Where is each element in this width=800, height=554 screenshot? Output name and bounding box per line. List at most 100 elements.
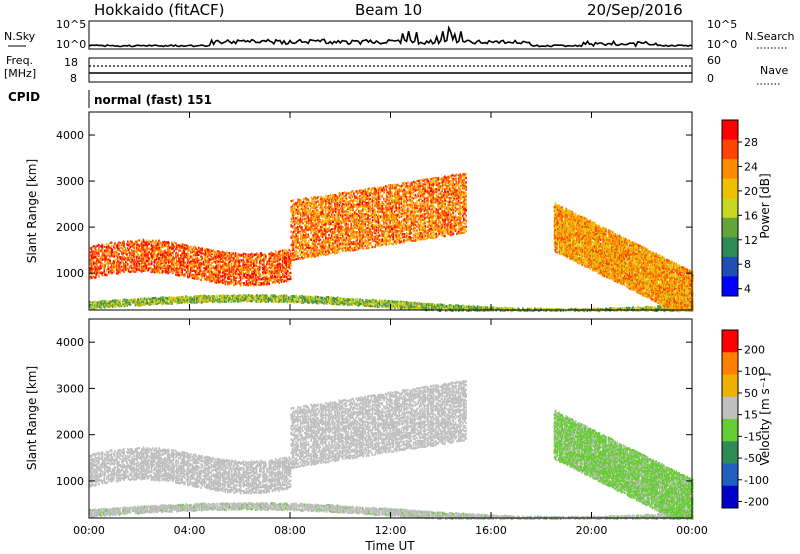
power-cell bbox=[406, 222, 408, 224]
power-cell bbox=[395, 192, 397, 194]
power-cell bbox=[330, 252, 332, 254]
power-cell bbox=[306, 250, 308, 252]
power-cell bbox=[346, 223, 348, 225]
power-cell bbox=[116, 263, 118, 265]
power-cell bbox=[243, 282, 245, 284]
power-cell bbox=[380, 189, 382, 191]
power-cell bbox=[338, 216, 340, 218]
power-cell bbox=[141, 264, 143, 266]
power-cell bbox=[403, 223, 405, 225]
power-cell bbox=[139, 260, 141, 262]
power-cell bbox=[359, 192, 361, 194]
power-cell bbox=[372, 197, 374, 199]
power-cell bbox=[336, 209, 338, 211]
power-cell bbox=[392, 208, 394, 210]
power-cell bbox=[398, 230, 400, 232]
power-cell bbox=[295, 233, 297, 235]
power-cell bbox=[388, 239, 390, 241]
power-cell bbox=[359, 223, 361, 225]
power-cell bbox=[352, 195, 354, 197]
power-cell bbox=[294, 207, 296, 209]
power-cell bbox=[122, 248, 124, 250]
power-cell bbox=[390, 184, 392, 186]
power-cell bbox=[411, 204, 413, 206]
power-cell bbox=[288, 267, 290, 269]
power-cell bbox=[411, 197, 413, 199]
power-cell bbox=[413, 194, 415, 196]
power-cell bbox=[317, 200, 319, 202]
power-cell bbox=[407, 213, 409, 215]
power-cell bbox=[346, 213, 348, 215]
power-cell bbox=[373, 197, 375, 199]
power-cell bbox=[294, 203, 296, 205]
power-cell bbox=[321, 230, 323, 232]
power-cell bbox=[397, 189, 399, 191]
power-cell bbox=[295, 202, 297, 204]
power-cell bbox=[329, 202, 331, 204]
power-cell bbox=[108, 244, 110, 246]
power-cell bbox=[353, 193, 355, 195]
power-cell bbox=[209, 276, 211, 278]
power-cell bbox=[325, 232, 327, 234]
power-cell bbox=[114, 256, 116, 258]
power-cell bbox=[180, 264, 182, 266]
power-cell bbox=[208, 265, 210, 267]
power-cell bbox=[102, 274, 104, 276]
power-cell bbox=[269, 258, 271, 260]
noise-right-tick-bottom: 10^0 bbox=[707, 38, 737, 51]
power-cell bbox=[290, 253, 292, 255]
power-cell bbox=[168, 242, 170, 244]
power-cell bbox=[139, 256, 141, 258]
power-cell bbox=[302, 218, 304, 220]
power-cell bbox=[93, 268, 95, 270]
power-cell bbox=[141, 254, 143, 256]
power-cell bbox=[360, 234, 362, 236]
noise-right-label: N.Search bbox=[745, 30, 795, 43]
power-cell bbox=[363, 194, 365, 196]
power-cell bbox=[317, 232, 319, 234]
power-cell bbox=[236, 265, 238, 267]
power-cell bbox=[342, 219, 344, 221]
power-cell bbox=[369, 205, 371, 207]
power-cell bbox=[383, 187, 385, 189]
power-cell bbox=[398, 185, 400, 187]
power-cell bbox=[327, 246, 329, 248]
power-cell bbox=[297, 204, 299, 206]
power-cell bbox=[114, 258, 116, 260]
power-cell bbox=[321, 232, 323, 234]
power-cell bbox=[406, 183, 408, 185]
power-cell bbox=[180, 248, 182, 250]
power-cell bbox=[179, 250, 181, 252]
power-cell bbox=[414, 233, 416, 235]
power-cell bbox=[346, 209, 348, 211]
power-cell bbox=[233, 276, 235, 278]
power-cell bbox=[120, 258, 122, 260]
power-cell bbox=[263, 282, 265, 284]
power-cell bbox=[236, 257, 238, 259]
power-cell bbox=[329, 196, 331, 198]
power-cell bbox=[384, 191, 386, 193]
power-cell bbox=[393, 238, 395, 240]
power-cell bbox=[145, 265, 147, 267]
power-cell bbox=[380, 244, 382, 246]
power-cell bbox=[369, 210, 371, 212]
power-cell bbox=[381, 186, 383, 188]
power-cell bbox=[332, 219, 334, 221]
power-cell bbox=[125, 265, 127, 267]
power-cell bbox=[317, 196, 319, 198]
power-cell bbox=[131, 241, 133, 243]
power-cell bbox=[231, 255, 233, 257]
power-cell bbox=[162, 241, 164, 243]
power-cell bbox=[243, 273, 245, 275]
power-cell bbox=[160, 247, 162, 249]
power-cell bbox=[323, 203, 325, 205]
power-cell bbox=[133, 271, 135, 273]
power-cell bbox=[169, 249, 171, 251]
power-cell bbox=[182, 254, 184, 256]
power-cell bbox=[372, 224, 374, 226]
power-cell bbox=[378, 218, 380, 220]
power-cell bbox=[93, 250, 95, 252]
power-cell bbox=[384, 217, 386, 219]
power-cell bbox=[239, 265, 241, 267]
power-cell bbox=[231, 271, 233, 273]
